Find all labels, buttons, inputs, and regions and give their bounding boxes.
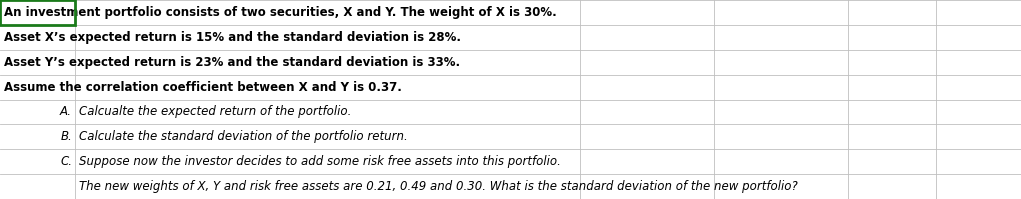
Bar	[0, 0, 75, 25]
Text: An investment portfolio consists of two securities, X and Y. The weight of X is : An investment portfolio consists of two …	[4, 6, 556, 19]
Text: C.: C.	[60, 155, 72, 168]
Text: Assume the correlation coefficient between X and Y is 0.37.: Assume the correlation coefficient betwe…	[4, 81, 402, 94]
Text: Asset X’s expected return is 15% and the standard deviation is 28%.: Asset X’s expected return is 15% and the…	[4, 31, 461, 44]
Text: Suppose now the investor decides to add some risk free assets into this portfoli: Suppose now the investor decides to add …	[79, 155, 561, 168]
Text: Calcualte the expected return of the portfolio.: Calcualte the expected return of the por…	[79, 105, 351, 118]
Text: Asset Y’s expected return is 23% and the standard deviation is 33%.: Asset Y’s expected return is 23% and the…	[4, 56, 460, 69]
Text: B.: B.	[60, 130, 72, 143]
Text: The new weights of X, Y and risk free assets are 0.21, 0.49 and 0.30. What is th: The new weights of X, Y and risk free as…	[79, 180, 797, 193]
Text: Calculate the standard deviation of the portfolio return.: Calculate the standard deviation of the …	[79, 130, 407, 143]
Text: A.: A.	[60, 105, 72, 118]
